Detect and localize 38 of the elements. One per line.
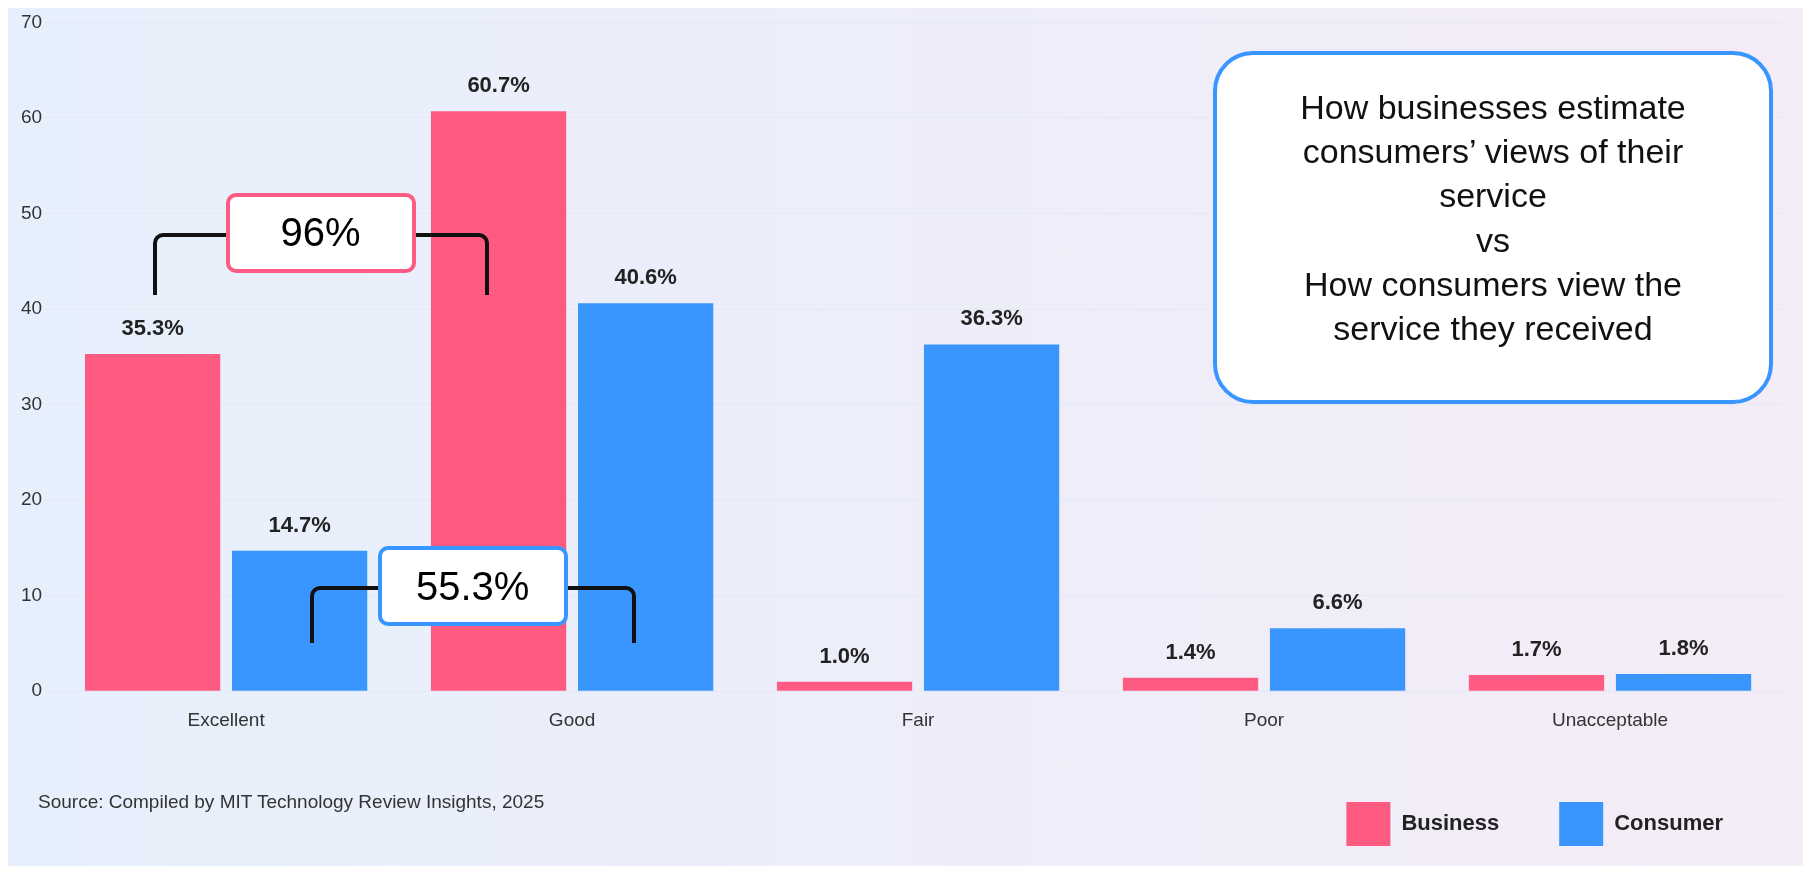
y-tick-label: 10 <box>20 583 43 605</box>
data-label: 1.7% <box>1511 636 1562 662</box>
bar <box>577 303 714 691</box>
data-label: 6.6% <box>1312 589 1363 615</box>
legend-label: Business <box>1401 810 1500 836</box>
data-label: 1.4% <box>1165 638 1216 664</box>
data-label: 35.3% <box>121 315 184 340</box>
y-tick-label: 30 <box>20 392 43 414</box>
bar <box>1615 674 1752 691</box>
annotation: 55.3% <box>377 546 568 627</box>
bar <box>1468 674 1605 691</box>
data-label: 36.3% <box>960 305 1023 331</box>
y-tick-label: 20 <box>20 488 43 510</box>
y-tick-label: 50 <box>20 201 43 223</box>
x-tick-label: Fair <box>901 708 936 730</box>
x-tick-label: Good <box>548 708 596 730</box>
bar <box>923 344 1060 691</box>
data-label: 14.7% <box>268 511 331 537</box>
bar <box>1269 628 1406 691</box>
bar <box>1122 677 1259 691</box>
y-tick-label: 40 <box>20 297 43 319</box>
data-label: 40.6% <box>614 264 677 290</box>
data-label: 60.7% <box>467 72 530 98</box>
x-tick-label: Excellent <box>187 708 266 730</box>
y-tick-label: 70 <box>20 10 43 32</box>
x-tick-label: Unacceptable <box>1551 708 1669 730</box>
data-label: 1.0% <box>819 642 870 668</box>
bar <box>776 681 913 691</box>
bar <box>84 353 221 691</box>
bar <box>232 550 368 691</box>
annotation: 96% <box>225 192 416 273</box>
y-tick-label: 0 <box>31 679 43 701</box>
x-tick-label: Poor <box>1243 708 1285 730</box>
data-label: 1.8% <box>1658 635 1709 661</box>
callout-box: How businesses estimate consumers’ views of their service vs How consumers view the service they received <box>1213 51 1773 405</box>
source-note: Source: Compiled by MIT Technology Review Insights, 2025 <box>38 791 545 813</box>
legend-label: Consumer <box>1614 810 1724 836</box>
y-tick-label: 60 <box>20 106 43 128</box>
